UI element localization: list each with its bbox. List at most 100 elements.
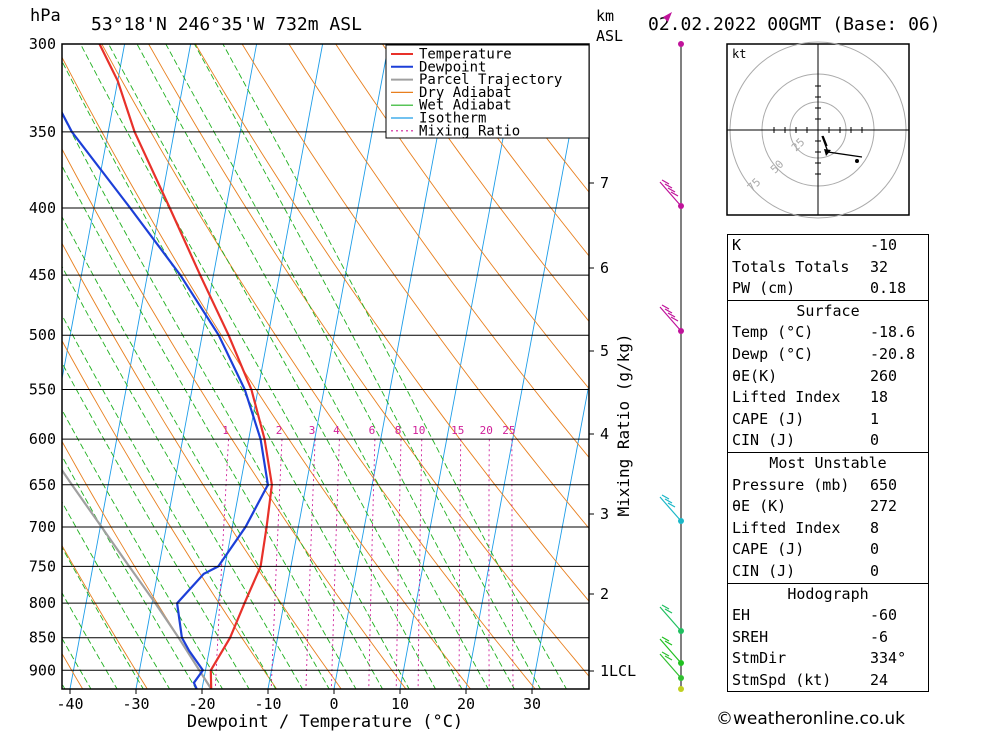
wet-adiabat-line	[62, 455, 197, 689]
dry-adiabat-line	[241, 44, 589, 530]
wet-adiabat-line	[62, 265, 304, 689]
row-value: 18	[870, 388, 889, 407]
wind-barb	[661, 636, 670, 642]
wind-barb-staff	[659, 496, 682, 522]
wind-barb	[661, 604, 670, 610]
isotherm-line	[465, 44, 588, 689]
wet-adiabat-line	[62, 165, 357, 689]
table-row: EH -60	[728, 605, 928, 627]
wet-adiabat-line	[62, 60, 410, 689]
row-value: -10	[870, 236, 898, 254]
wind-barb	[664, 498, 673, 504]
temp-tick-label: 0	[329, 695, 338, 713]
isotherm-line	[135, 44, 258, 689]
dry-adiabat-line	[62, 242, 342, 689]
temp-tick-label: -30	[122, 695, 149, 713]
table-row: Dewp (°C) -20.8	[728, 344, 928, 366]
row-label: θE(K)	[732, 366, 778, 385]
row-label: Lifted Index	[732, 518, 841, 537]
table-row: CIN (J) 0	[728, 561, 928, 583]
temp-tick-label: 30	[523, 695, 541, 713]
pressure-tick-label: 800	[29, 594, 56, 612]
pressure-tick-label: 650	[29, 476, 56, 494]
row-label: K	[732, 236, 742, 254]
table-row: Pressure (mb) 650	[728, 475, 928, 497]
row-value: 260	[870, 366, 898, 385]
wind-barb	[670, 316, 679, 322]
row-value: 0.18	[870, 279, 907, 298]
dry-adiabat-line	[335, 44, 589, 390]
table-row: StmSpd (kt) 24	[728, 670, 928, 692]
km-tick-label: 7	[600, 174, 609, 192]
mixing-ratio-label: 25	[502, 424, 515, 437]
hodograph-trace	[822, 135, 828, 147]
mixing-ratio-line	[330, 439, 340, 689]
wind-barb-top	[663, 12, 672, 22]
dry-adiabat-line	[62, 544, 148, 689]
table-row: CIN (J) 0	[728, 430, 928, 452]
dry-adiabat-line	[195, 44, 589, 602]
isotherm-line	[531, 381, 589, 689]
wind-barb-staff	[659, 638, 682, 664]
row-label: Temp (°C)	[732, 323, 814, 342]
row-value: 1	[870, 409, 880, 428]
row-value: -20.8	[870, 344, 916, 363]
table-row: CAPE (J) 1	[728, 409, 928, 431]
wind-barb	[661, 494, 670, 500]
pressure-tick-label: 400	[29, 199, 56, 217]
wind-barb	[664, 655, 673, 661]
row-label: θE (K)	[732, 497, 787, 516]
asl-label: ASL	[596, 27, 623, 45]
wind-barb-staff	[659, 306, 682, 332]
wet-adiabat-line	[62, 314, 277, 689]
row-value: 0	[870, 561, 880, 580]
indices-table: K -10 Totals Totals 32 PW (cm) 0.18 Surface T…	[727, 234, 929, 693]
row-value: 650	[870, 475, 898, 494]
wind-barb-staff	[659, 606, 682, 632]
wind-barb	[670, 191, 679, 197]
row-label: Dewp (°C)	[732, 344, 814, 363]
dry-adiabat-line	[428, 44, 589, 257]
datetime-title: 02.02.2022 00GMT (Base: 06)	[648, 14, 941, 35]
dry-adiabat-line	[0, 44, 18, 689]
pressure-tick-label: 500	[29, 326, 56, 344]
legend-label: Wet Adiabat	[419, 98, 512, 114]
mixing-ratio-label: 2	[276, 424, 283, 437]
wind-barb	[664, 640, 673, 646]
row-value: 24	[870, 670, 889, 689]
isotherm-line	[201, 44, 324, 689]
pressure-tick-label: 600	[29, 430, 56, 448]
temp-tick-label: 20	[457, 695, 475, 713]
dry-adiabat-line	[148, 44, 589, 677]
hodograph-point	[855, 159, 859, 163]
table-row: Temp (°C) -18.6	[728, 322, 928, 344]
wet-adiabat-line	[80, 44, 437, 689]
mixing-ratio-line	[214, 439, 230, 689]
pressure-tick-label: 450	[29, 266, 56, 284]
mixing-ratio-label: 15	[451, 424, 464, 437]
wind-barb	[661, 651, 670, 657]
wet-adiabat-line	[108, 44, 463, 689]
dry-adiabat-line	[288, 44, 589, 459]
storm-motion-arrow	[824, 149, 831, 156]
surface-title: Surface	[796, 301, 860, 320]
mixing-ratio-label: 3	[309, 424, 316, 437]
mixing-ratio-label: 10	[412, 424, 425, 437]
pressure-tick-label: 900	[29, 661, 56, 679]
pressure-tick-label: 700	[29, 518, 56, 536]
row-label: SREH	[732, 627, 769, 646]
row-label: Pressure (mb)	[732, 475, 850, 494]
wet-adiabat-line	[62, 409, 224, 689]
row-label: EH	[732, 606, 751, 625]
row-value: 334°	[870, 649, 907, 668]
mixing-ratio-line	[270, 439, 283, 689]
wet-adiabat-line	[136, 44, 489, 689]
row-value: -6	[870, 627, 889, 646]
row-label: CAPE (J)	[732, 409, 805, 428]
x-axis-label: Dewpoint / Temperature (°C)	[187, 712, 463, 732]
table-row: Totals Totals 32	[728, 257, 928, 279]
y2-axis-label: Mixing Ratio (g/kg)	[614, 333, 633, 516]
table-row: θE (K) 272	[728, 496, 928, 518]
